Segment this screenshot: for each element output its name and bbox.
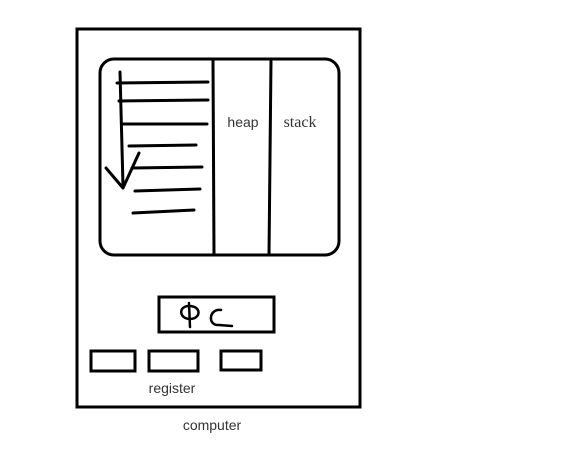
register-label: register — [149, 380, 196, 396]
memory-area: heap stack — [98, 57, 341, 257]
code-line — [130, 165, 204, 170]
code-line — [117, 98, 210, 103]
memory-box — [98, 57, 341, 257]
code-line — [131, 208, 196, 215]
computer-box — [75, 27, 362, 409]
pc-handwriting — [180, 301, 234, 329]
heap-label: heap — [227, 114, 258, 130]
register-box — [147, 349, 200, 373]
memory-divider-left — [211, 59, 216, 256]
memory-divider-right — [267, 59, 273, 256]
stack-label: stack — [284, 114, 317, 131]
down-arrow-icon — [104, 70, 141, 190]
register-box — [89, 349, 137, 373]
code-line — [115, 80, 210, 85]
code-line — [133, 187, 202, 193]
register-box — [219, 349, 263, 372]
code-line — [127, 143, 198, 148]
computer-label: computer — [183, 417, 242, 433]
pc-box — [157, 295, 276, 334]
pc-register: PC — [157, 295, 276, 334]
code-section — [115, 80, 210, 215]
register-group: register — [89, 349, 263, 396]
